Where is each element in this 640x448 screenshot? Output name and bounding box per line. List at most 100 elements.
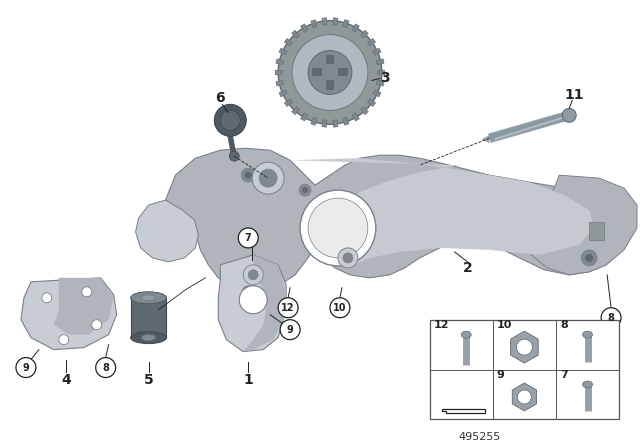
- Circle shape: [259, 169, 277, 187]
- Polygon shape: [589, 222, 604, 240]
- Text: 9: 9: [22, 362, 29, 373]
- Polygon shape: [292, 30, 300, 38]
- Text: 12: 12: [282, 303, 295, 313]
- Polygon shape: [292, 107, 300, 115]
- Polygon shape: [21, 278, 116, 349]
- Polygon shape: [343, 20, 349, 28]
- Text: 8: 8: [102, 362, 109, 373]
- Polygon shape: [343, 117, 349, 125]
- Polygon shape: [333, 120, 338, 127]
- Text: 7: 7: [560, 370, 568, 379]
- Circle shape: [585, 254, 593, 262]
- Polygon shape: [481, 135, 490, 143]
- Polygon shape: [373, 48, 381, 55]
- Polygon shape: [279, 48, 287, 55]
- Text: 11: 11: [564, 88, 584, 103]
- Polygon shape: [54, 278, 114, 335]
- Text: 8: 8: [560, 320, 568, 330]
- Polygon shape: [378, 70, 385, 75]
- Polygon shape: [284, 39, 292, 46]
- Circle shape: [343, 253, 353, 263]
- Ellipse shape: [141, 295, 156, 301]
- Text: 12: 12: [434, 320, 449, 330]
- Polygon shape: [360, 107, 369, 115]
- Polygon shape: [131, 298, 166, 338]
- Ellipse shape: [141, 335, 156, 340]
- Polygon shape: [284, 99, 292, 107]
- Polygon shape: [243, 255, 286, 352]
- Circle shape: [245, 289, 252, 295]
- Circle shape: [241, 168, 255, 182]
- Circle shape: [59, 335, 68, 345]
- Circle shape: [308, 51, 352, 95]
- Ellipse shape: [582, 331, 593, 338]
- Circle shape: [243, 265, 263, 285]
- Polygon shape: [367, 39, 376, 46]
- Polygon shape: [376, 59, 384, 65]
- Circle shape: [220, 110, 240, 130]
- Circle shape: [252, 162, 284, 194]
- Circle shape: [517, 390, 531, 404]
- Text: 3: 3: [380, 71, 390, 86]
- Circle shape: [300, 190, 376, 266]
- Polygon shape: [326, 81, 334, 90]
- Polygon shape: [301, 113, 308, 121]
- Polygon shape: [275, 70, 282, 75]
- Text: 10: 10: [333, 303, 347, 313]
- Polygon shape: [367, 99, 376, 107]
- Circle shape: [280, 320, 300, 340]
- Polygon shape: [333, 18, 338, 25]
- Polygon shape: [276, 81, 284, 86]
- Polygon shape: [279, 90, 287, 97]
- Circle shape: [581, 250, 597, 266]
- Polygon shape: [136, 200, 198, 262]
- Polygon shape: [276, 59, 284, 65]
- Polygon shape: [442, 409, 485, 414]
- Polygon shape: [312, 69, 322, 77]
- Circle shape: [238, 228, 258, 248]
- Text: 6: 6: [216, 91, 225, 105]
- Circle shape: [299, 184, 311, 196]
- Circle shape: [239, 286, 267, 314]
- Text: 495255: 495255: [458, 432, 500, 442]
- Polygon shape: [322, 18, 327, 25]
- Text: 7: 7: [245, 233, 252, 243]
- Text: 5: 5: [143, 373, 154, 387]
- Circle shape: [601, 308, 621, 327]
- Polygon shape: [376, 81, 384, 86]
- Circle shape: [278, 298, 298, 318]
- Circle shape: [308, 198, 368, 258]
- Circle shape: [338, 248, 358, 268]
- Circle shape: [243, 286, 254, 298]
- Polygon shape: [352, 24, 359, 32]
- Circle shape: [92, 320, 102, 330]
- Polygon shape: [373, 90, 381, 97]
- Polygon shape: [166, 148, 624, 292]
- Bar: [429, 320, 619, 419]
- Circle shape: [302, 187, 308, 193]
- Ellipse shape: [461, 331, 471, 338]
- Ellipse shape: [131, 292, 166, 304]
- Circle shape: [229, 151, 239, 161]
- Circle shape: [16, 358, 36, 378]
- Polygon shape: [360, 30, 369, 38]
- Polygon shape: [311, 20, 317, 28]
- Ellipse shape: [582, 381, 593, 388]
- Polygon shape: [218, 255, 286, 352]
- Circle shape: [292, 34, 368, 110]
- Text: 2: 2: [463, 261, 472, 275]
- Circle shape: [248, 270, 258, 280]
- Polygon shape: [311, 117, 317, 125]
- Text: 9: 9: [287, 325, 294, 335]
- Polygon shape: [338, 69, 348, 77]
- Polygon shape: [522, 175, 637, 275]
- Circle shape: [278, 21, 382, 124]
- Circle shape: [244, 172, 252, 179]
- Circle shape: [214, 104, 246, 136]
- Polygon shape: [352, 113, 359, 121]
- Circle shape: [516, 339, 532, 355]
- Circle shape: [330, 298, 350, 318]
- Ellipse shape: [131, 332, 166, 344]
- Circle shape: [563, 108, 576, 122]
- Text: 4: 4: [61, 373, 70, 387]
